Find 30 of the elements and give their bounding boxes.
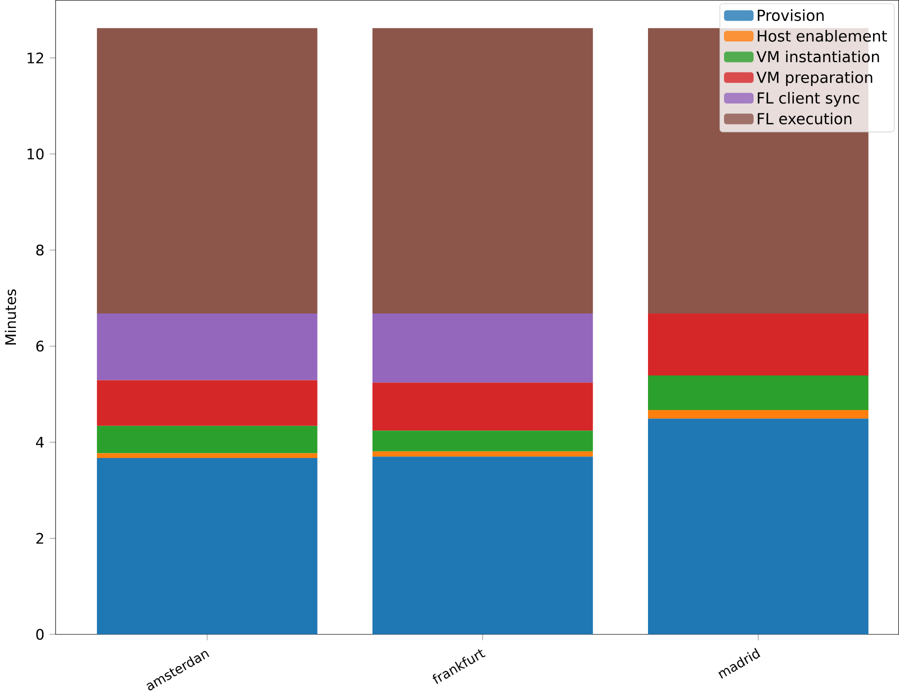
bar	[96, 458, 318, 634]
y-tick-label: 6	[36, 340, 44, 352]
y-tick-label: 2	[36, 532, 44, 544]
bar	[372, 451, 593, 457]
y-tick-label: 8	[36, 244, 44, 256]
y-tick-label: 10	[28, 148, 44, 160]
bar	[648, 313, 868, 376]
bar	[372, 28, 593, 314]
bar	[648, 410, 868, 419]
y-tick-label: 0	[36, 628, 44, 640]
legend-label: VM preparation	[756, 71, 872, 86]
bar	[372, 313, 593, 383]
bar	[96, 380, 318, 426]
y-tick-label: 12	[28, 52, 44, 64]
legend-label: Host enablement	[758, 30, 887, 42]
legend-label: FL execution	[758, 112, 852, 124]
legend-label: Provision	[758, 9, 824, 21]
bar	[96, 453, 318, 458]
bar	[96, 313, 318, 380]
bar	[96, 426, 318, 454]
y-tick-label: 4	[36, 436, 44, 448]
bar	[648, 375, 868, 410]
bar	[372, 430, 593, 452]
bar	[372, 456, 593, 634]
legend-label: VM instantiation	[756, 50, 879, 62]
legend-label: FL client sync	[758, 92, 860, 107]
bar	[648, 418, 868, 634]
bar	[96, 28, 318, 314]
y-axis-title: Minutes	[4, 289, 16, 344]
bar	[372, 382, 593, 431]
